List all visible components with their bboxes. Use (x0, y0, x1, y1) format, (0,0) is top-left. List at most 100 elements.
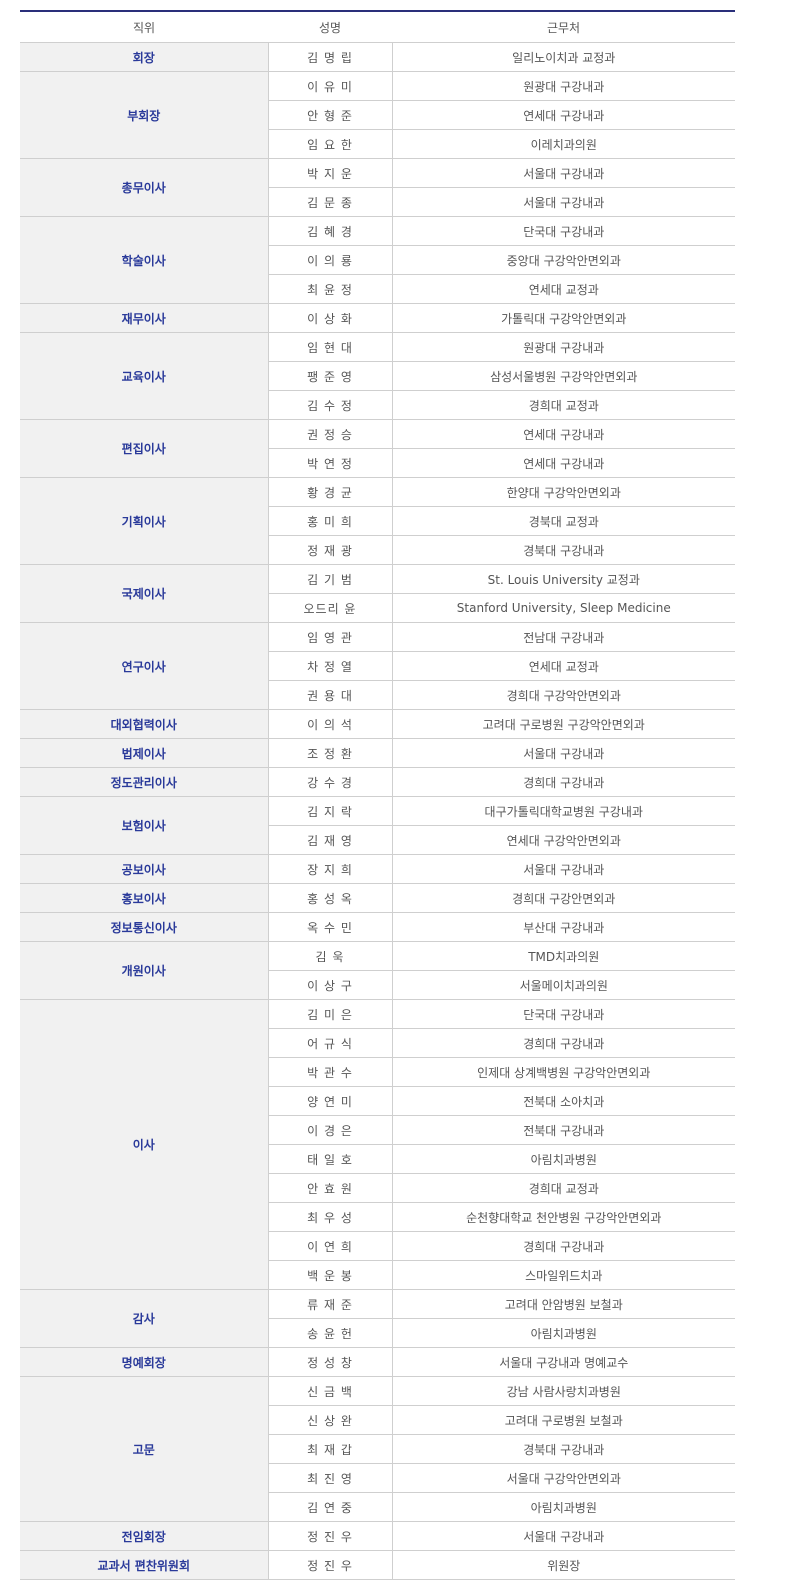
name-cell: 이 연 희 (267, 1231, 392, 1261)
name-cell: 이 경 은 (267, 1115, 392, 1145)
table-row: 차 정 열 연세대 교정과 (20, 651, 735, 681)
affiliation-cell: 인제대 상계백병원 구강악안면외과 (391, 1057, 735, 1087)
affiliation-cell: 연세대 구강내과 (391, 100, 735, 130)
name-cell: 김 혜 경 (267, 216, 392, 246)
table-row: 박 연 정 연세대 구강내과 (20, 448, 735, 478)
table-row: 이 의 룡 중앙대 구강악안면외과 (20, 245, 735, 275)
table-row: 회장 김 명 립 일리노이치과 교정과 (20, 42, 735, 72)
name-cell: 차 정 열 (267, 651, 392, 681)
name-cell: 최 재 갑 (267, 1434, 392, 1464)
table-row: 박 관 수 인제대 상계백병원 구강악안면외과 (20, 1057, 735, 1087)
affiliation-cell: 이레치과의원 (391, 129, 735, 159)
affiliation-cell: 서울대 구강내과 (391, 158, 735, 188)
affiliation-cell: 위원장 (391, 1550, 735, 1580)
position-cell: 회장 (20, 42, 268, 72)
affiliation-cell: 전북대 구강내과 (391, 1115, 735, 1145)
name-cell: 김 명 립 (267, 42, 392, 72)
position-cell: 교육이사 (20, 332, 268, 420)
position-cell: 학술이사 (20, 216, 268, 304)
name-cell: 최 진 영 (267, 1463, 392, 1493)
name-cell: 정 재 광 (267, 535, 392, 565)
table-row: 김 연 중 아림치과병원 (20, 1492, 735, 1522)
name-cell: 이 유 미 (267, 71, 392, 101)
name-cell: 정 성 창 (267, 1347, 392, 1377)
affiliation-cell: 부산대 구강내과 (391, 912, 735, 942)
position-cell: 이사 (20, 999, 268, 1290)
table-row: 최 윤 정 연세대 교정과 (20, 274, 735, 304)
name-cell: 어 규 식 (267, 1028, 392, 1058)
table-row: 전임회장 정 진 우 서울대 구강내과 (20, 1521, 735, 1551)
table-row: 안 형 준 연세대 구강내과 (20, 100, 735, 130)
table-row: 이 연 희 경희대 구강내과 (20, 1231, 735, 1261)
affiliation-cell: 고려대 구로병원 구강악안면외과 (391, 709, 735, 739)
table-row: 부회장 이 유 미 원광대 구강내과 (20, 71, 735, 159)
table-row: 교육이사 임 현 대 원광대 구강내과 (20, 332, 735, 420)
table-row: 홍보이사 홍 성 옥 경희대 구강안면외과 (20, 883, 735, 913)
header-name: 성명 (268, 10, 392, 43)
affiliation-cell: 원광대 구강내과 (391, 71, 735, 101)
name-cell: 임 영 관 (267, 622, 392, 652)
name-cell: 박 관 수 (267, 1057, 392, 1087)
affiliation-cell: 경희대 교정과 (391, 1173, 735, 1203)
table-row: 공보이사 장 지 희 서울대 구강내과 (20, 854, 735, 884)
table-row: 이 상 구 서울메이치과의원 (20, 970, 735, 1000)
name-cell: 팽 준 영 (267, 361, 392, 391)
affiliation-cell: 삼성서울병원 구강악안면외과 (391, 361, 735, 391)
affiliation-cell: 경희대 구강안면외과 (391, 883, 735, 913)
table-row: 홍 미 희 경북대 교정과 (20, 506, 735, 536)
affiliation-cell: 경희대 구강내과 (391, 767, 735, 797)
affiliation-cell: 연세대 구강내과 (391, 419, 735, 449)
affiliation-cell: 경희대 구강내과 (391, 1231, 735, 1261)
table-row: 김 재 영 연세대 구강악안면외과 (20, 825, 735, 855)
affiliation-cell: 고려대 구로병원 보철과 (391, 1405, 735, 1435)
affiliation-cell: 연세대 교정과 (391, 651, 735, 681)
table-row: 대외협력이사 이 의 석 고려대 구로병원 구강악안면외과 (20, 709, 735, 739)
table-row: 임 요 한 이레치과의원 (20, 129, 735, 159)
name-cell: 김 문 종 (267, 187, 392, 217)
table-row: 정도관리이사 강 수 경 경희대 구강내과 (20, 767, 735, 797)
affiliation-cell: 아림치과병원 (391, 1318, 735, 1348)
name-cell: 이 상 화 (267, 303, 392, 333)
table-row: 팽 준 영 삼성서울병원 구강악안면외과 (20, 361, 735, 391)
name-cell: 김 재 영 (267, 825, 392, 855)
table-row: 법제이사 조 정 환 서울대 구강내과 (20, 738, 735, 768)
affiliation-cell: 경북대 구강내과 (391, 1434, 735, 1464)
name-cell: 백 운 봉 (267, 1260, 392, 1290)
affiliation-cell: 스마일위드치과 (391, 1260, 735, 1290)
table-header-row: 직위 성명 근무처 (20, 10, 735, 43)
affiliation-cell: 서울대 구강내과 명예교수 (391, 1347, 735, 1377)
table-row: 권 용 대 경희대 구강악안면외과 (20, 680, 735, 710)
name-cell: 류 재 준 (267, 1289, 392, 1319)
name-cell: 안 효 원 (267, 1173, 392, 1203)
table-row: 총무이사 박 지 운 서울대 구강내과 (20, 158, 735, 217)
position-cell: 고문 (20, 1376, 268, 1522)
affiliation-cell: 가톨릭대 구강악안면외과 (391, 303, 735, 333)
table-row: 태 일 호 아림치과병원 (20, 1144, 735, 1174)
affiliation-cell: 서울대 구강내과 (391, 738, 735, 768)
affiliation-cell: 경북대 교정과 (391, 506, 735, 536)
affiliation-cell: 단국대 구강내과 (391, 216, 735, 246)
table-row: 국제이사 김 기 범 St. Louis University 교정과 (20, 564, 735, 623)
affiliation-cell: 서울메이치과의원 (391, 970, 735, 1000)
name-cell: 태 일 호 (267, 1144, 392, 1174)
name-cell: 최 윤 정 (267, 274, 392, 304)
name-cell: 양 연 미 (267, 1086, 392, 1116)
name-cell: 홍 성 옥 (267, 883, 392, 913)
name-cell: 조 정 환 (267, 738, 392, 768)
affiliation-cell: 경북대 구강내과 (391, 535, 735, 565)
name-cell: 정 진 우 (267, 1550, 392, 1580)
affiliation-cell: 아림치과병원 (391, 1144, 735, 1174)
affiliation-cell: 한양대 구강악안면외과 (391, 477, 735, 507)
name-cell: 김 수 정 (267, 390, 392, 420)
table-row: 교과서 편찬위원회 정 진 우 위원장 (20, 1550, 735, 1580)
affiliation-cell: 전북대 소아치과 (391, 1086, 735, 1116)
name-cell: 이 의 룡 (267, 245, 392, 275)
position-cell: 홍보이사 (20, 883, 268, 913)
table-row: 송 윤 헌 아림치과병원 (20, 1318, 735, 1348)
affiliation-cell: 일리노이치과 교정과 (391, 42, 735, 72)
table-row: 개원이사 김 욱 TMD치과의원 (20, 941, 735, 1000)
position-cell: 정보통신이사 (20, 912, 268, 942)
position-cell: 부회장 (20, 71, 268, 159)
name-cell: 이 상 구 (267, 970, 392, 1000)
position-cell: 기획이사 (20, 477, 268, 565)
